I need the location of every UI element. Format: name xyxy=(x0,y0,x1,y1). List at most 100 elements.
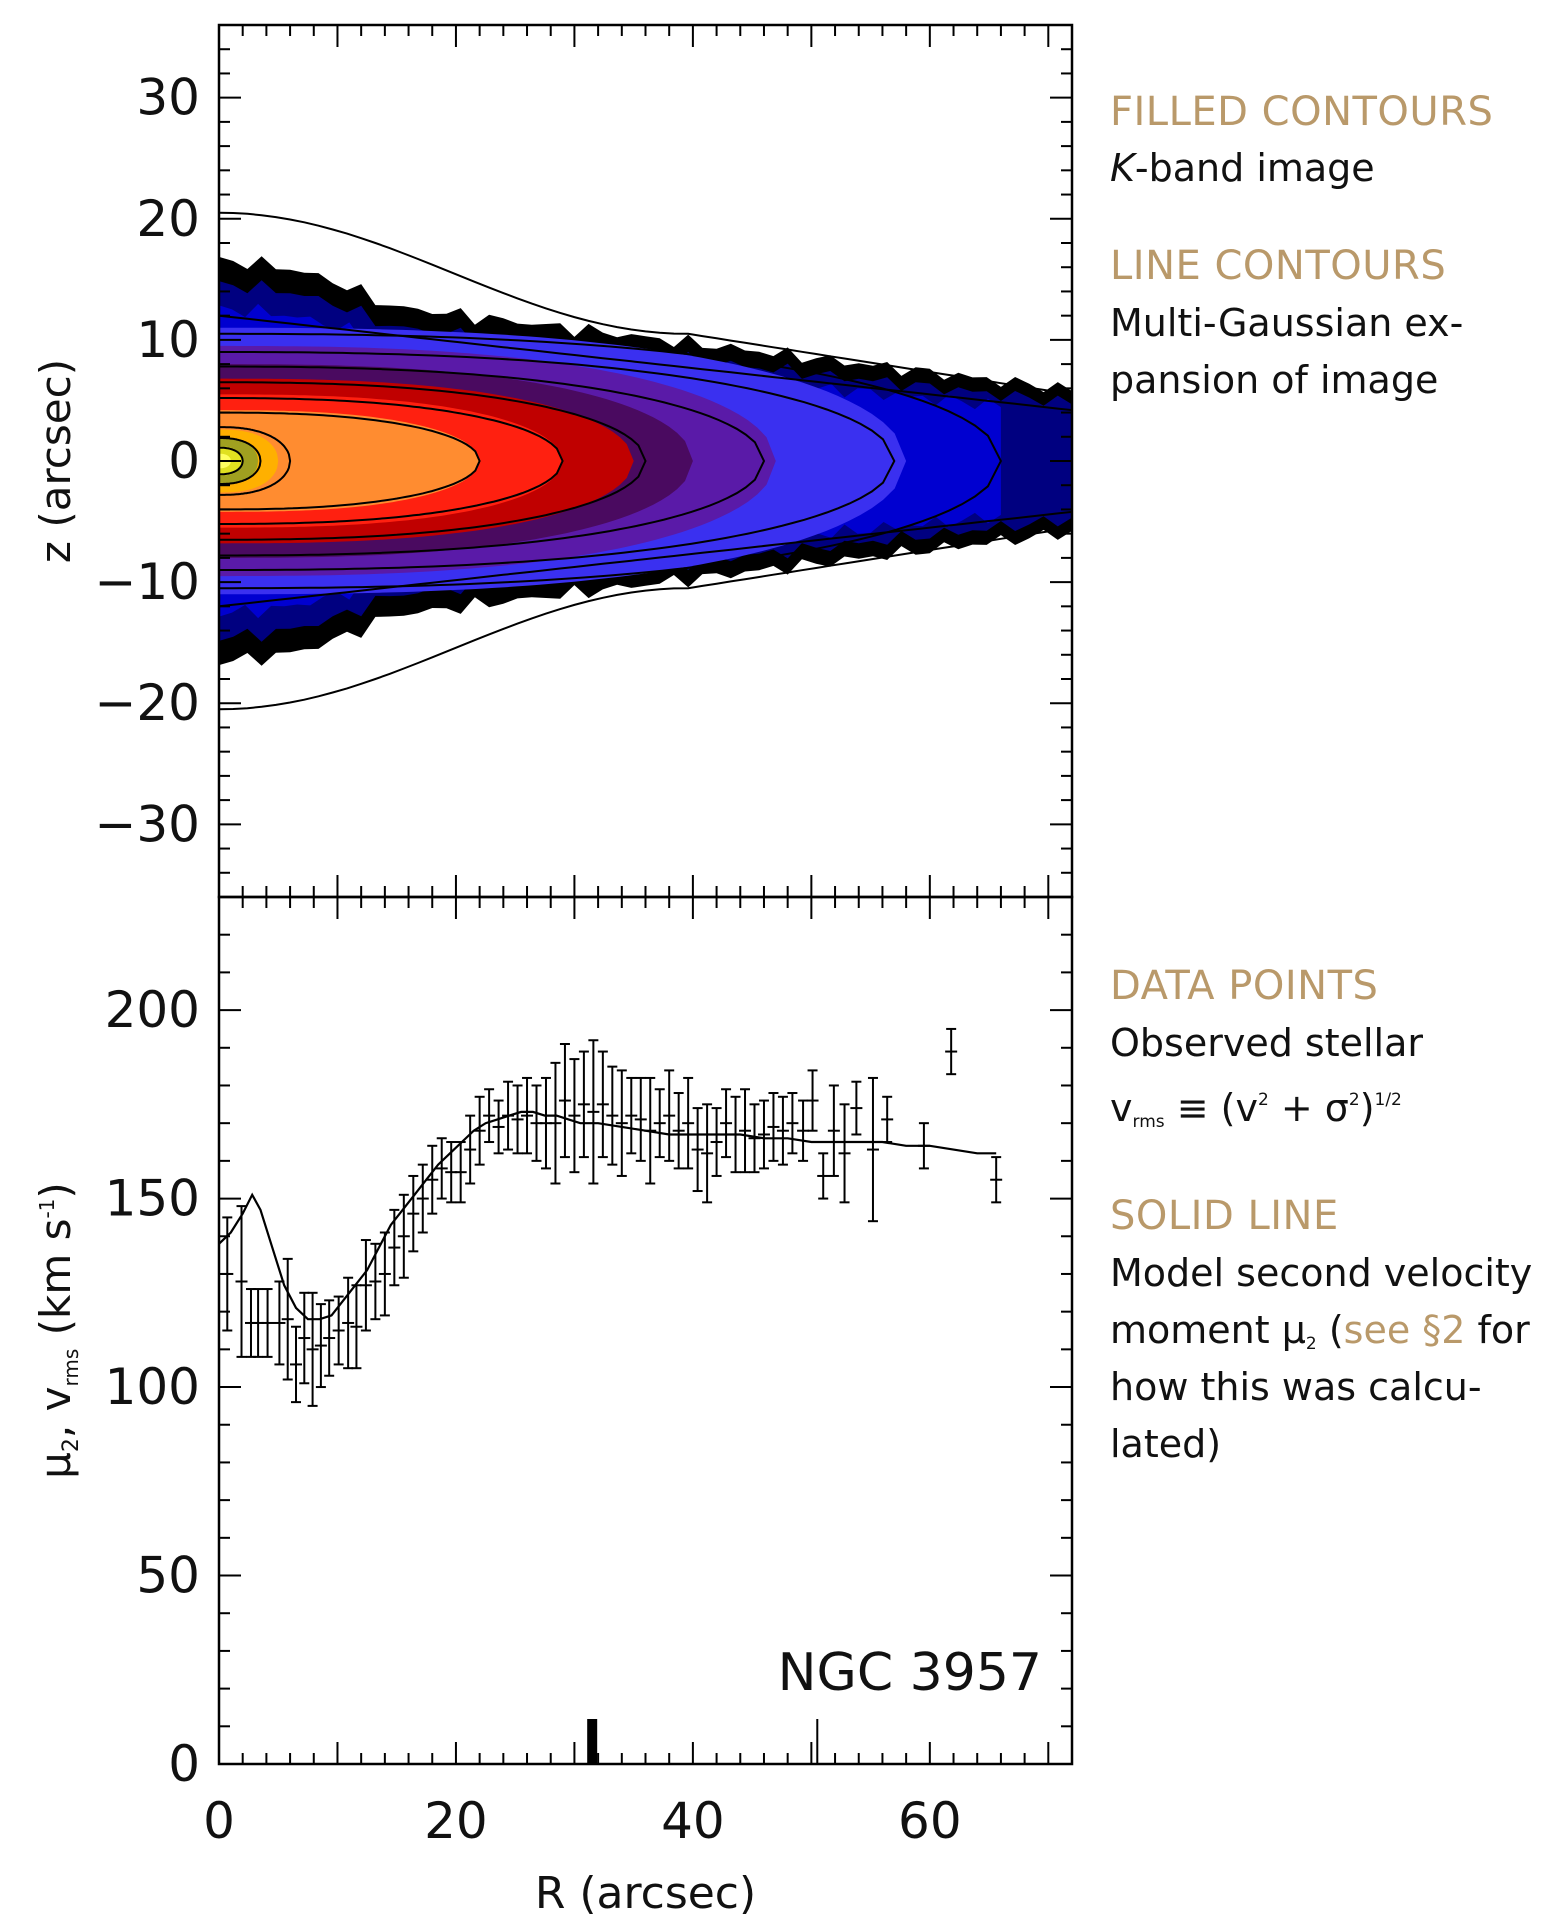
close-paren: ) xyxy=(1359,1086,1375,1130)
line-contour-1 xyxy=(219,314,1072,608)
line-contour-0 xyxy=(219,211,1072,711)
data-point xyxy=(806,1069,819,1132)
solid-line-line1: Model second velocity xyxy=(1110,1251,1533,1295)
filled-contour-level-8 xyxy=(219,410,480,512)
data-point xyxy=(797,1099,810,1162)
model-curve xyxy=(219,1110,997,1764)
data-point xyxy=(273,1280,286,1366)
line-contour-4 xyxy=(219,365,766,557)
data-point xyxy=(625,1076,638,1155)
x-axis-label: R (arcsec) xyxy=(535,1868,756,1919)
line-contour-7 xyxy=(219,411,481,511)
filled-contours-description: K-band image xyxy=(1110,140,1375,196)
data-point xyxy=(558,1043,571,1159)
line-contours xyxy=(219,211,1072,711)
data-point xyxy=(281,1257,294,1381)
bottom-y-axis-label: μ2, vrms (km s-1) xyxy=(31,1182,84,1479)
xtick-label: 60 xyxy=(898,1792,962,1850)
data-point xyxy=(261,1288,274,1358)
solid-line-line4: lated) xyxy=(1110,1422,1222,1466)
data-point xyxy=(866,1076,879,1223)
data-point xyxy=(298,1291,311,1385)
v-symbol: v xyxy=(1110,1086,1133,1130)
data-point xyxy=(682,1076,695,1170)
solid-line-heading: SOLID LINE xyxy=(1110,1193,1339,1239)
data-point xyxy=(416,1163,429,1234)
data-points xyxy=(221,1027,1003,1407)
top-ytick-label: −20 xyxy=(94,674,200,732)
data-point xyxy=(587,1039,600,1185)
line-contours-line1: Multi-Gaussian ex- xyxy=(1110,301,1464,345)
data-point xyxy=(350,1284,363,1370)
line-contour-6 xyxy=(219,397,564,525)
xtick-label: 20 xyxy=(424,1792,488,1850)
top-ytick-label: −30 xyxy=(94,795,200,853)
data-point xyxy=(549,1061,562,1185)
sup-2b: 2 xyxy=(1348,1090,1360,1110)
galaxy-label: NGC 3957 xyxy=(778,1643,1042,1703)
see-section-2-link[interactable]: see §2 xyxy=(1343,1308,1466,1352)
line-contour-9 xyxy=(219,437,262,485)
bottom-ytick-label: 100 xyxy=(105,1358,200,1416)
top-ytick-label: 30 xyxy=(136,69,200,127)
model-second-moment-curve xyxy=(219,1110,997,1321)
data-point xyxy=(577,1050,590,1159)
data-point xyxy=(615,1069,628,1177)
data-point xyxy=(290,1325,303,1404)
data-point xyxy=(323,1299,336,1377)
moment-text: moment μ xyxy=(1110,1308,1306,1352)
top-ytick-label: 20 xyxy=(136,190,200,248)
data-point xyxy=(235,1205,248,1358)
data-point xyxy=(568,1058,581,1174)
data-point xyxy=(817,1152,830,1200)
data-point xyxy=(483,1088,496,1144)
top-ytick-label: 0 xyxy=(168,432,200,490)
data-point xyxy=(454,1141,467,1204)
data-point xyxy=(606,1065,619,1166)
bottom-ytick-label: 50 xyxy=(136,1547,200,1605)
mu-subscript: 2 xyxy=(1305,1334,1317,1354)
data-point xyxy=(990,1156,1003,1204)
data-point xyxy=(710,1107,723,1177)
data-point xyxy=(539,1076,552,1170)
data-point xyxy=(596,1050,609,1159)
data-point xyxy=(767,1092,780,1162)
axes xyxy=(217,23,1074,1766)
data-point xyxy=(786,1092,799,1155)
line-contour-3 xyxy=(219,351,896,571)
xtick-label: 40 xyxy=(661,1792,725,1850)
data-point xyxy=(701,1103,714,1204)
filled-contours-heading: FILLED CONTOURS xyxy=(1110,89,1494,135)
data-point xyxy=(945,1027,958,1076)
top-y-axis-label: z (arcsec) xyxy=(31,359,80,563)
data-points-heading: DATA POINTS xyxy=(1110,963,1379,1009)
solid-line-line3: how this was calcu- xyxy=(1110,1365,1482,1409)
data-point xyxy=(306,1291,319,1407)
data-point xyxy=(492,1099,505,1155)
data-points-line1: Observed stellar xyxy=(1110,1021,1423,1065)
line-contours-line2: pansion of image xyxy=(1110,358,1439,402)
data-point xyxy=(464,1114,477,1185)
bottom-ytick-label: 200 xyxy=(105,981,200,1039)
data-point xyxy=(653,1088,666,1159)
data-point xyxy=(850,1080,863,1136)
vrms-definition: vrms ≡ (v2 + σ2)1/2 xyxy=(1110,1072,1402,1150)
data-point xyxy=(838,1103,851,1204)
data-point xyxy=(435,1137,448,1200)
data-point xyxy=(426,1144,439,1215)
line-contours-heading: LINE CONTOURS xyxy=(1110,243,1447,289)
for-text: for xyxy=(1465,1308,1530,1352)
bottom-ytick-label: 150 xyxy=(105,1170,200,1228)
rms-subscript: rms xyxy=(1132,1112,1165,1132)
data-point xyxy=(776,1095,789,1166)
equiv-text: ≡ (v xyxy=(1176,1086,1258,1130)
xtick-label: 0 xyxy=(203,1792,235,1850)
data-point xyxy=(521,1076,534,1155)
data-point xyxy=(634,1076,647,1162)
data-point xyxy=(663,1069,676,1162)
k-band-text: -band image xyxy=(1134,146,1375,190)
k-italic: K xyxy=(1110,146,1135,190)
data-point xyxy=(252,1288,265,1358)
